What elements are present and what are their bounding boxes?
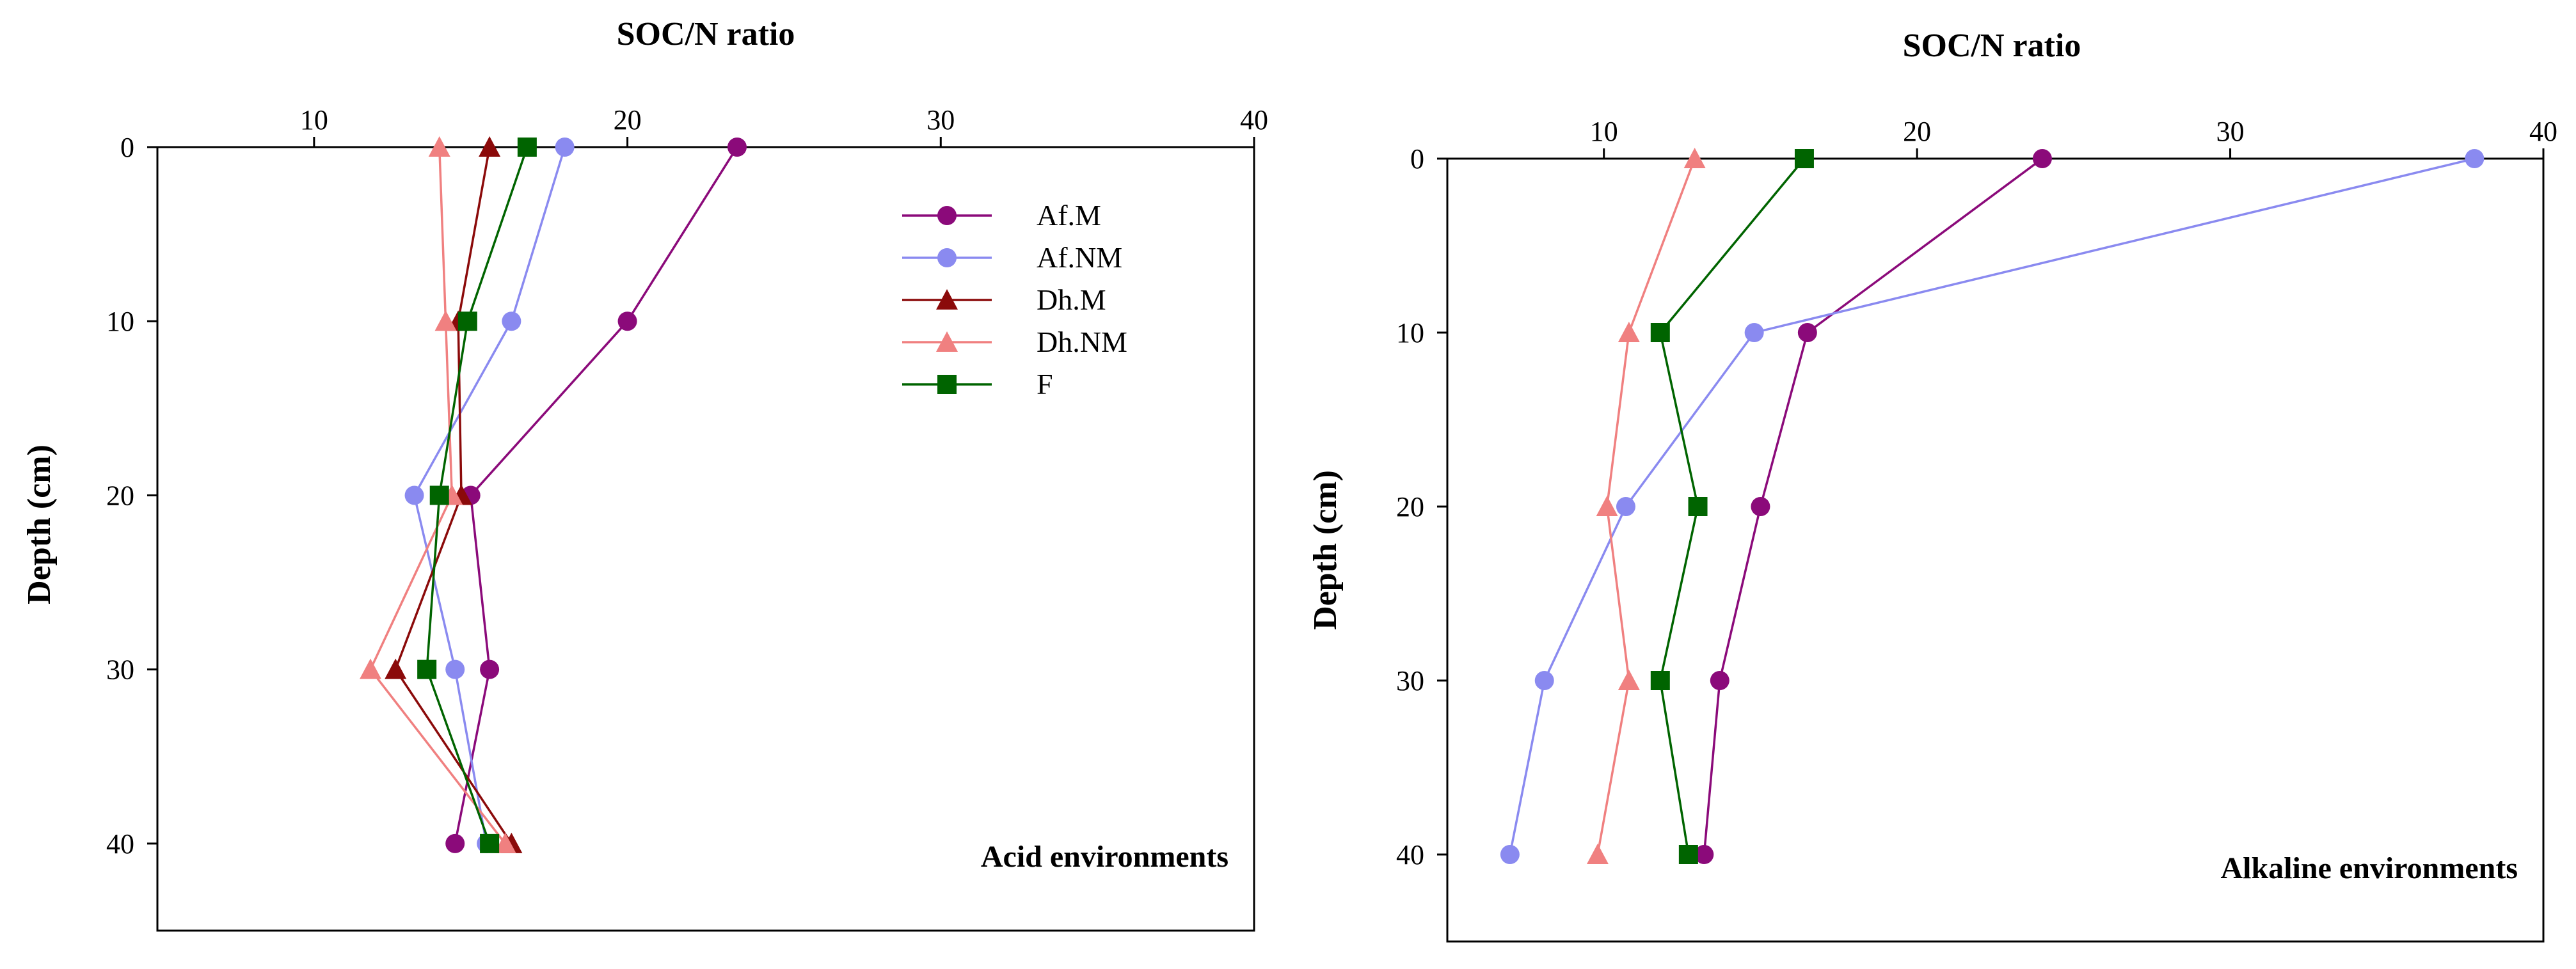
acid-plot-frame (156, 146, 1255, 932)
alkaline-y-tick-label: 0 (1410, 143, 1424, 175)
acid-data-point-dh-nm (434, 310, 457, 331)
acid-data-point-af-m (480, 659, 500, 679)
acid-y-tick-label: 30 (106, 654, 134, 686)
acid-x-tick-label: 30 (926, 104, 955, 136)
acid-y-tick-label: 0 (120, 132, 134, 163)
acid-legend-label-f: F (1037, 368, 1053, 400)
acid-data-point-af-m (727, 138, 747, 157)
acid-legend-label-af-m: Af.M (1037, 199, 1101, 232)
alkaline-data-point-af-nm (1500, 845, 1520, 864)
acid-data-point-f (457, 311, 477, 331)
alkaline-chart-title: SOC/N ratio (1903, 28, 2081, 64)
acid-y-tick-label: 10 (106, 306, 134, 337)
alkaline-data-point-dh-nm (1586, 844, 1609, 864)
acid-data-point-dh-m (479, 136, 501, 157)
acid-data-point-dh-nm (428, 136, 450, 157)
acid-environment-label: Acid environments (981, 840, 1228, 874)
acid-chart-title: SOC/N ratio (617, 16, 795, 52)
acid-legend-marker-af-m (937, 206, 957, 225)
acid-legend-marker-af-nm (937, 248, 957, 267)
alkaline-y-tick-label: 20 (1396, 491, 1424, 523)
acid-data-point-dh-m (385, 658, 407, 679)
acid-x-tick-label: 40 (1240, 104, 1268, 136)
acid-y-axis-label: Depth (cm) (21, 445, 58, 604)
acid-legend-marker-f (937, 375, 957, 394)
acid-data-point-dh-nm (494, 832, 516, 853)
alkaline-data-point-af-nm (1616, 497, 1635, 516)
alkaline-x-tick-label: 30 (2216, 116, 2245, 147)
acid-legend-label-dh-nm: Dh.NM (1037, 326, 1127, 358)
alkaline-data-point-f (1678, 845, 1698, 864)
alkaline-data-point-af-m (1694, 845, 1714, 864)
alkaline-y-tick-label: 40 (1396, 839, 1424, 871)
alkaline-data-point-af-m (1797, 323, 1817, 342)
alkaline-data-point-f (1794, 149, 1814, 168)
alkaline-x-tick-label: 10 (1590, 116, 1618, 147)
acid-data-point-f (429, 485, 449, 505)
acid-y-tick-label: 40 (106, 828, 134, 860)
acid-x-tick-label: 10 (300, 104, 328, 136)
acid-legend-marker-dh-nm (936, 331, 958, 352)
alkaline-y-tick-label: 30 (1396, 665, 1424, 697)
acid-data-point-af-m (445, 833, 465, 853)
acid-data-point-dh-nm (360, 658, 382, 679)
acid-data-point-af-nm (502, 311, 521, 331)
acid-legend: Af.M Af.NM Dh.M Dh.NM F (902, 199, 1127, 400)
alkaline-data-point-af-m (1751, 497, 1770, 516)
alkaline-data-point-f (1688, 497, 1708, 516)
alkaline-y-tick-label: 10 (1396, 317, 1424, 349)
acid-series-line-af-m (454, 146, 738, 844)
acid-data-point-af-m (617, 311, 637, 331)
acid-data-point-af-nm (555, 138, 575, 157)
alkaline-data-point-f (1650, 671, 1670, 690)
alkaline-data-point-dh-nm (1618, 322, 1640, 342)
alkaline-data-point-dh-nm (1618, 670, 1640, 690)
alkaline-y-axis-label: Depth (cm) (1307, 470, 1344, 630)
acid-x-tick-label: 20 (614, 104, 642, 136)
alkaline-data-point-dh-nm (1683, 148, 1706, 168)
acid-data-point-af-nm (404, 485, 424, 505)
alkaline-data-point-f (1650, 323, 1670, 342)
alkaline-x-tick-label: 20 (1903, 116, 1931, 147)
alkaline-data-point-af-m (2032, 149, 2052, 168)
alkaline-environment-label: Alkaline environments (2221, 851, 2518, 885)
alkaline-data-point-dh-nm (1596, 496, 1618, 516)
acid-legend-marker-dh-m (936, 289, 958, 310)
alkaline-plot-frame (1446, 157, 2545, 943)
alkaline-x-tick-label: 40 (2529, 116, 2557, 147)
acid-data-point-f (480, 833, 500, 853)
alkaline-panel: SOC/N ratio Depth (cm) Alkaline environm… (1307, 28, 2557, 943)
acid-data-point-f (417, 659, 437, 679)
alkaline-data-point-af-nm (1744, 323, 1764, 342)
alkaline-data-point-af-m (1710, 671, 1729, 690)
alkaline-data-point-af-nm (2465, 149, 2485, 168)
acid-data-point-f (517, 138, 537, 157)
alkaline-series-line-f (1658, 157, 1806, 855)
acid-legend-label-dh-m: Dh.M (1037, 283, 1106, 316)
acid-data-point-af-nm (445, 659, 465, 679)
acid-panel: SOC/N ratio Depth (cm) Acid environments… (21, 16, 1268, 932)
acid-legend-label-af-nm: Af.NM (1037, 241, 1122, 274)
acid-y-tick-label: 20 (106, 480, 134, 511)
alkaline-data-point-af-nm (1534, 671, 1554, 690)
